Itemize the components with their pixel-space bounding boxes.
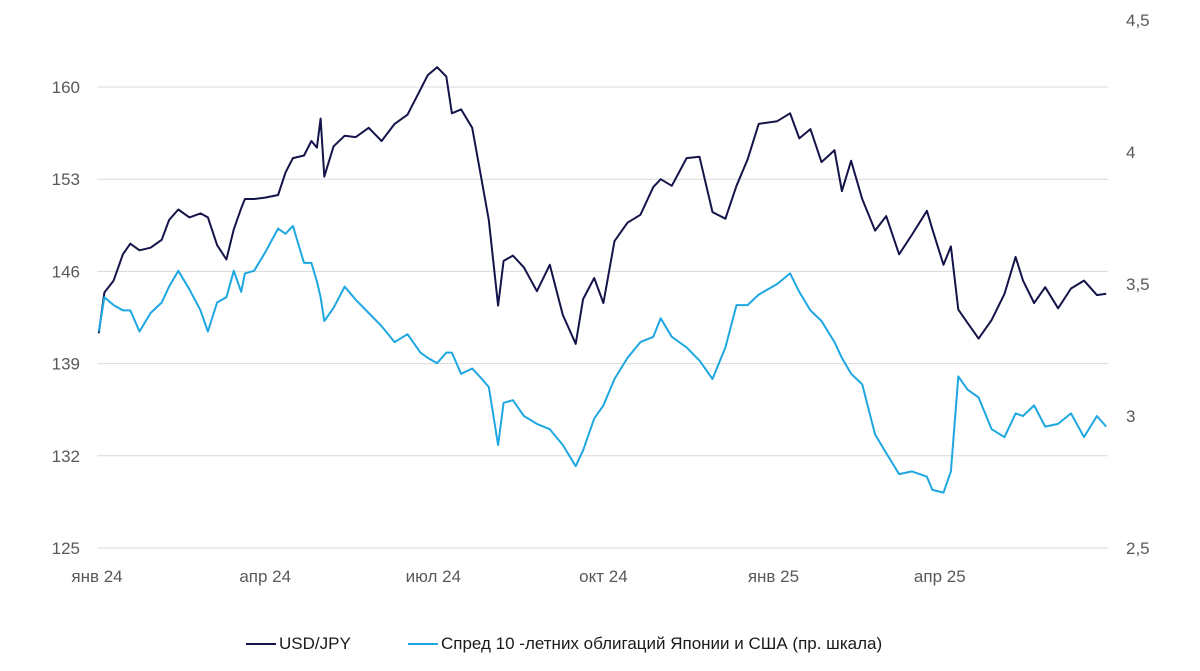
left-tick-label: 146 xyxy=(52,262,80,281)
x-tick-label: июл 24 xyxy=(406,567,461,586)
right-axis: 2,5 3 3,5 4 4,5 xyxy=(1126,11,1150,558)
legend-swatch-spread xyxy=(408,643,438,645)
right-tick-label: 3,5 xyxy=(1126,275,1150,294)
usdjpy-line xyxy=(97,66,1107,345)
legend-label-usdjpy: USD/JPY xyxy=(279,634,351,653)
x-axis: янв 24 апр 24 июл 24 окт 24 янв 25 апр 25 xyxy=(71,567,965,586)
spread-line xyxy=(97,224,1107,494)
left-tick-label: 139 xyxy=(52,355,80,374)
x-tick-label: апр 24 xyxy=(239,567,291,586)
x-tick-label: янв 25 xyxy=(748,567,799,586)
right-tick-label: 4 xyxy=(1126,143,1135,162)
x-tick-label: апр 25 xyxy=(914,567,966,586)
left-tick-label: 125 xyxy=(52,539,80,558)
left-axis: 125 132 139 146 153 160 xyxy=(52,78,80,558)
legend-label-spread: Спред 10 -летних облигаций Японии и США … xyxy=(441,634,883,653)
right-tick-label: 4,5 xyxy=(1126,11,1150,30)
legend: USD/JPY Спред 10 -летних облигаций Япони… xyxy=(0,634,1200,660)
x-tick-label: окт 24 xyxy=(579,567,628,586)
right-tick-label: 2,5 xyxy=(1126,539,1150,558)
left-tick-label: 153 xyxy=(52,170,80,189)
legend-item-usdjpy: USD/JPY xyxy=(246,634,351,654)
x-tick-label: янв 24 xyxy=(71,567,122,586)
right-tick-label: 3 xyxy=(1126,407,1135,426)
left-tick-label: 132 xyxy=(52,447,80,466)
series-lines xyxy=(97,66,1107,494)
left-tick-label: 160 xyxy=(52,78,80,97)
legend-swatch-usdjpy xyxy=(246,643,276,645)
grid-lines xyxy=(97,86,1108,549)
legend-item-spread: Спред 10 -летних облигаций Японии и США … xyxy=(408,634,882,654)
